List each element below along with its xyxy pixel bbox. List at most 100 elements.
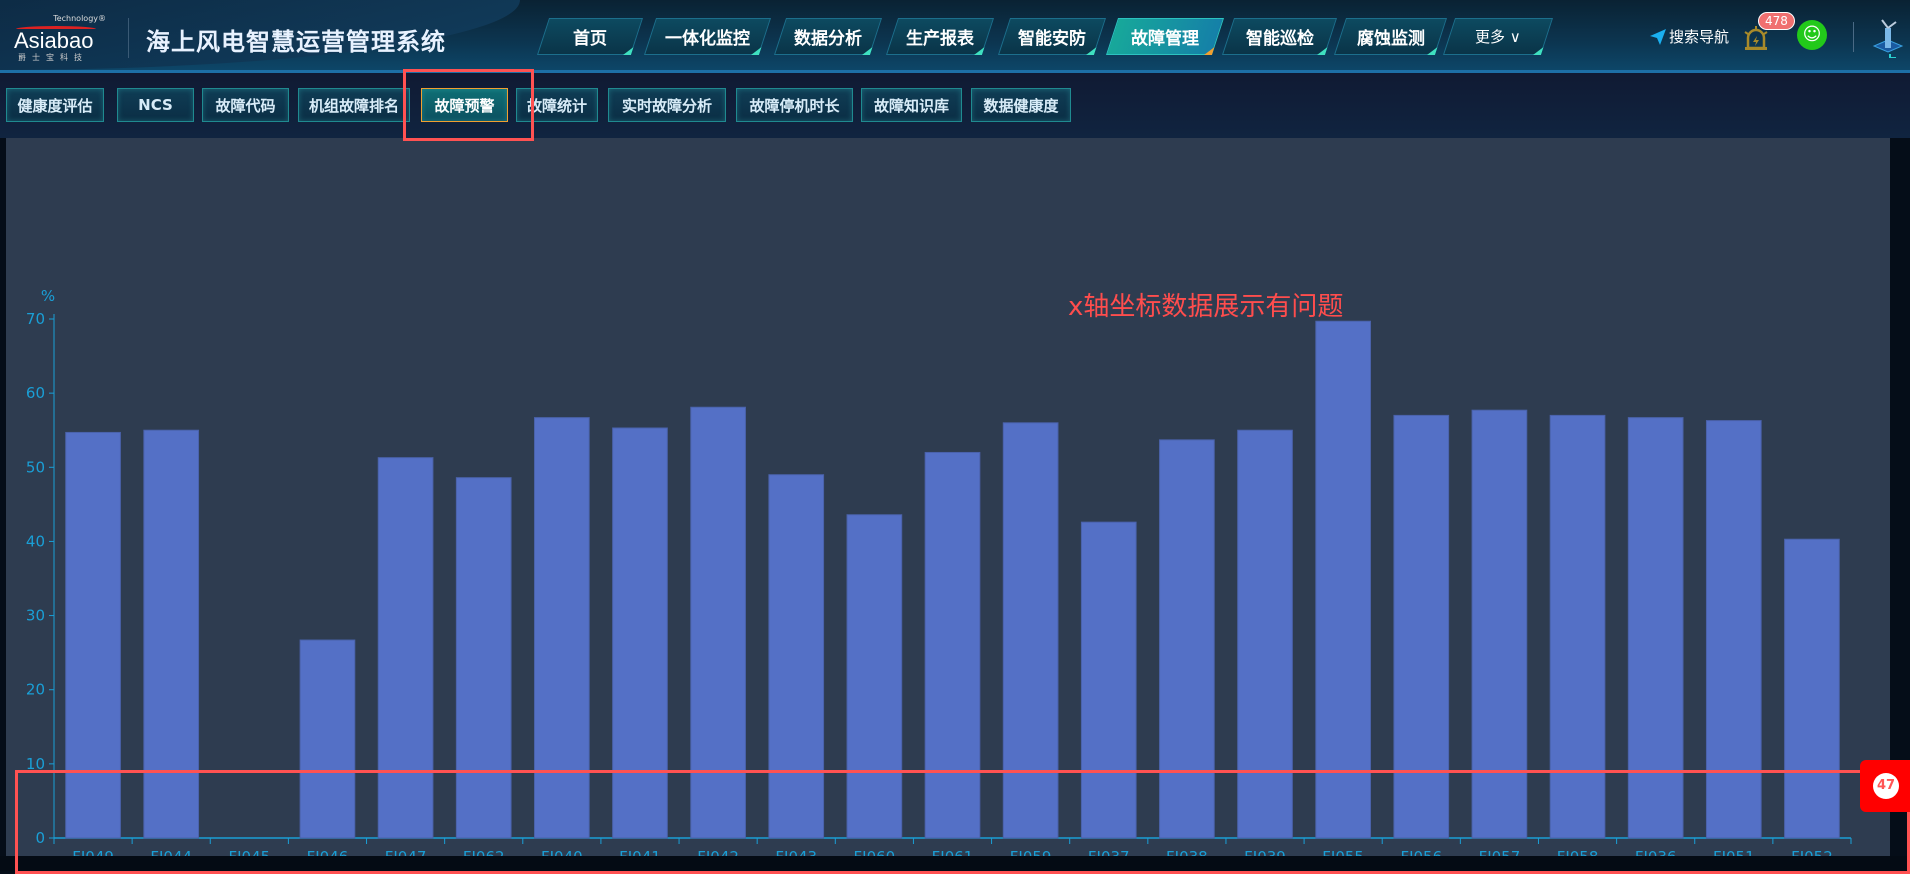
x-tick-label: FJ047	[385, 848, 427, 856]
subnav-tab-3[interactable]: 机组故障排名	[298, 88, 410, 122]
app-title: 海上风电智慧运营管理系统	[146, 28, 446, 56]
x-tick-label: FJ052	[1791, 848, 1833, 856]
nav-tab-8[interactable]: 更多 ∨	[1442, 18, 1554, 55]
x-tick-label: FJ037	[1088, 848, 1130, 856]
chart-panel: % 0 10 20 30 40 50 60 70 FJ049 FJ044 FJ045 FJ046 FJ04…	[6, 138, 1890, 856]
alarm-light-icon[interactable]	[1742, 24, 1770, 52]
bar-FJ062	[455, 477, 512, 839]
bar-FJ049	[65, 431, 121, 839]
y-tick-label: 0	[35, 829, 45, 847]
nav-tab-1[interactable]: 一体化监控	[643, 18, 772, 55]
x-tick-label: FJ041	[619, 848, 661, 856]
logo-sub: 爵士宝科技	[18, 53, 88, 62]
nav-tab-2[interactable]: 数据分析	[773, 18, 883, 55]
bar-FJ052	[1784, 538, 1840, 839]
subnav-tab-label: 健康度评估	[17, 96, 93, 115]
nav-tab-6[interactable]: 智能巡检	[1221, 18, 1338, 55]
divider	[128, 18, 129, 58]
nav-tab-7[interactable]: 腐蚀监测	[1333, 18, 1448, 55]
nav-tab-4[interactable]: 智能安防	[997, 18, 1107, 55]
x-tick-label: FJ055	[1322, 848, 1364, 856]
nav-tab-label: 首页	[573, 29, 607, 49]
subnav-tab-label: 数据健康度	[983, 96, 1059, 115]
x-tick-label: FJ036	[1635, 848, 1677, 856]
y-tick-label: 60	[26, 384, 45, 402]
subnav-tab-label: 故障知识库	[873, 96, 949, 115]
y-tick-label: 50	[26, 458, 45, 476]
y-tick-label: 40	[26, 532, 45, 550]
logo-name: Asiabao	[14, 28, 94, 53]
swimmer-icon[interactable]: ☺	[1797, 20, 1827, 50]
nav-tab-label: 故障管理	[1131, 29, 1199, 49]
x-tick-label: FJ060	[854, 848, 896, 856]
logo: Technology® Asiabao 爵士宝科技	[12, 14, 106, 62]
bar-FJ056	[1393, 414, 1450, 839]
bar-FJ043	[768, 474, 825, 839]
y-tick-label: 30	[26, 607, 45, 625]
bar-FJ040	[534, 417, 590, 839]
bottom-band	[0, 856, 1910, 871]
bar-FJ058	[1549, 414, 1606, 839]
bar-FJ060	[846, 514, 903, 839]
subnav-tab-label: 实时故障分析	[621, 96, 712, 115]
bar-FJ042	[690, 406, 746, 839]
subnav-tab-label: 故障预警	[434, 96, 495, 115]
bar-FJ046	[299, 639, 356, 839]
alarm-count-badge: 478	[1758, 12, 1795, 30]
scrollbar[interactable]	[1890, 138, 1910, 856]
subnav-tab-8[interactable]: 故障知识库	[861, 88, 962, 122]
nav-tab-label: 更多 ∨	[1475, 28, 1521, 46]
subnav-tab-6[interactable]: 实时故障分析	[608, 88, 726, 122]
x-tick-label: FJ045	[228, 848, 270, 856]
subnav-tab-0[interactable]: 健康度评估	[6, 88, 104, 122]
bar-FJ055	[1315, 320, 1371, 839]
annotation-text: x轴坐标数据展示有问题	[1068, 292, 1344, 322]
bar-FJ061	[924, 451, 981, 839]
subnav-tab-5[interactable]: 故障统计	[516, 88, 598, 122]
subnav-tab-4[interactable]: 故障预警	[421, 88, 508, 122]
x-tick-label: FJ046	[307, 848, 349, 856]
search-nav-label: 搜索导航	[1669, 28, 1730, 46]
search-nav-button[interactable]: 搜索导航	[1650, 26, 1729, 47]
nav-tab-3[interactable]: 生产报表	[885, 18, 995, 55]
x-tick-label: FJ059	[1010, 848, 1052, 856]
bar-chart: % 0 10 20 30 40 50 60 70 FJ049 FJ044 FJ045 FJ046 FJ04…	[26, 287, 1852, 856]
sub-navigation: 健康度评估 NCS 故障代码 机组故障排名 故障预警 故障统计 实时故障分析 故障停机时长 故障…	[0, 73, 1910, 138]
x-tick-label: FJ039	[1244, 848, 1286, 856]
subnav-tab-7[interactable]: 故障停机时长	[736, 88, 853, 122]
x-tick-label: FJ042	[697, 848, 739, 856]
x-tick-label: FJ062	[463, 848, 505, 856]
subnav-tab-label: 故障统计	[526, 96, 587, 115]
x-tick-label: FJ058	[1557, 848, 1599, 856]
floating-count-value: 47	[1873, 773, 1899, 799]
nav-tab-label: 数据分析	[794, 29, 862, 49]
x-tick-label: FJ049	[72, 848, 114, 856]
floating-count-badge[interactable]: 47	[1860, 760, 1910, 812]
nav-tab-label: 腐蚀监测	[1356, 29, 1425, 49]
y-tick-label: 20	[26, 681, 45, 699]
nav-tab-label: 智能巡检	[1245, 29, 1314, 49]
bar-FJ036	[1627, 417, 1684, 839]
bar-FJ039	[1237, 429, 1293, 839]
bar-FJ038	[1159, 439, 1215, 839]
x-tick-label: FJ038	[1166, 848, 1208, 856]
nav-tab-label: 智能安防	[1018, 29, 1086, 49]
bar-FJ044	[143, 429, 200, 839]
bar-FJ057	[1471, 409, 1528, 839]
y-axis-unit: %	[41, 287, 55, 305]
bar-FJ051	[1705, 420, 1762, 839]
paper-plane-icon	[1650, 28, 1666, 45]
wind-turbine-user-icon[interactable]	[1872, 18, 1904, 58]
x-tick-label: FJ056	[1400, 848, 1442, 856]
divider	[1853, 22, 1854, 52]
subnav-tab-1[interactable]: NCS	[117, 88, 194, 122]
subnav-tab-label: 故障停机时长	[749, 96, 840, 115]
nav-tab-5[interactable]: 故障管理	[1105, 18, 1225, 55]
nav-tab-label: 一体化监控	[665, 29, 750, 49]
subnav-tab-label: 故障代码	[215, 96, 276, 115]
y-tick-label: 70	[26, 310, 45, 328]
subnav-tab-9[interactable]: 数据健康度	[971, 88, 1071, 122]
subnav-tab-2[interactable]: 故障代码	[202, 88, 289, 122]
x-tick-label: FJ044	[150, 848, 192, 856]
nav-tab-0[interactable]: 首页	[536, 18, 644, 55]
